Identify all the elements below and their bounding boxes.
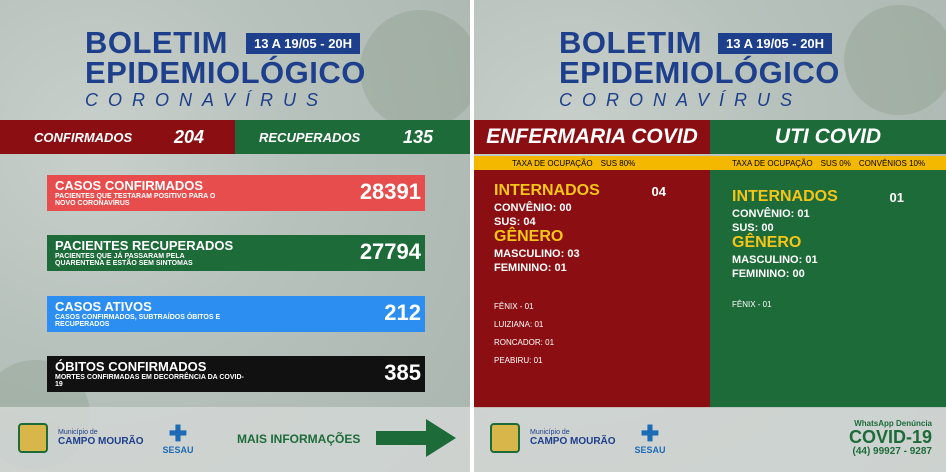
covid-label: COVID-19 bbox=[848, 427, 932, 447]
city-item: LUIZIANA: 01 bbox=[494, 320, 544, 329]
card-value: 27794 bbox=[359, 239, 421, 264]
card-subtitle: MORTES CONFIRMADAS EM DECORRÊNCIA DA COV… bbox=[55, 374, 244, 388]
enf-taxa-label: TAXA DE OCUPAÇÃO bbox=[512, 158, 593, 168]
title-block: BOLETIM EPIDEMIOLÓGICO CORONAVÍRUS bbox=[85, 25, 385, 111]
card-subtitle: CASOS CONFIRMADOS, SUBTRAÍDOS ÓBITOS E R… bbox=[55, 314, 221, 328]
uti-taxa-label: TAXA DE OCUPAÇÃO bbox=[732, 158, 813, 168]
masculino: MASCULINO: 03 bbox=[494, 248, 580, 260]
enfermaria-panel: INTERNADOS 04 CONVÊNIO: 00 SUS: 04 GÊNER… bbox=[474, 170, 710, 408]
cross-icon: ✚ bbox=[168, 421, 188, 446]
recuperados-bar: RECUPERADOS 135 bbox=[235, 120, 470, 154]
masculino: MASCULINO: 01 bbox=[732, 254, 818, 266]
title-boletim: BOLETIM bbox=[85, 25, 228, 60]
recuperados-label: RECUPERADOS bbox=[259, 129, 361, 145]
virus-bg bbox=[844, 5, 946, 115]
card-title: ÓBITOS CONFIRMADOS bbox=[55, 359, 207, 374]
uti-taxa: TAXA DE OCUPAÇÃO SUS 0% CONVÊNIOS 10% bbox=[710, 156, 946, 170]
enf-sus: SUS 80% bbox=[600, 158, 636, 168]
title-epidemiologico: EPIDEMIOLÓGICO bbox=[85, 55, 366, 90]
municipio-small: Município de bbox=[58, 429, 98, 436]
genero-label: GÊNERO bbox=[494, 228, 564, 245]
card-subtitle: PACIENTES QUE JÁ PASSARAM PELA QUARENTEN… bbox=[55, 253, 193, 267]
uti-panel: INTERNADOS 01 CONVÊNIO: 01 SUS: 00 GÊNER… bbox=[710, 170, 946, 408]
uti-title: UTI COVID bbox=[710, 120, 946, 154]
card-obitos-confirmados: ÓBITOS CONFIRMADOS MORTES CONFIRMADAS EM… bbox=[47, 356, 425, 392]
municipal-crest-icon bbox=[490, 423, 520, 453]
left-panel: BOLETIM EPIDEMIOLÓGICO CORONAVÍRUS 13 A … bbox=[0, 0, 470, 472]
uti-sus: SUS 0% bbox=[820, 158, 851, 168]
internados-value: 01 bbox=[889, 190, 904, 205]
card-value: 212 bbox=[384, 300, 421, 325]
cross-icon: ✚ bbox=[640, 421, 660, 446]
mais-informacoes-link[interactable]: MAIS INFORMAÇÕES bbox=[237, 432, 361, 446]
internados-value: 04 bbox=[651, 184, 666, 199]
confirmados-label: CONFIRMADOS bbox=[34, 129, 133, 145]
whatsapp-label: WhatsApp Denúncia bbox=[854, 419, 932, 428]
city-item: RONCADOR: 01 bbox=[494, 338, 555, 347]
title-block: BOLETIM EPIDEMIOLÓGICO CORONAVÍRUS bbox=[559, 25, 859, 111]
recuperados-value: 135 bbox=[403, 126, 434, 147]
municipio: Município de CAMPO MOURÃO bbox=[530, 429, 616, 447]
feminino: FEMININO: 01 bbox=[494, 262, 567, 274]
footer: Município de CAMPO MOURÃO ✚ SESAU WhatsA… bbox=[474, 407, 946, 472]
date-badge: 13 A 19/05 - 20H bbox=[718, 33, 833, 54]
enfermaria-title: ENFERMARIA COVID bbox=[474, 120, 710, 154]
municipio: Município de CAMPO MOURÃO bbox=[58, 429, 144, 447]
card-subtitle: PACIENTES QUE TESTARAM POSITIVO PARA O N… bbox=[55, 193, 216, 207]
card-value: 28391 bbox=[359, 179, 421, 204]
confirmados-bar: CONFIRMADOS 204 bbox=[0, 120, 235, 154]
date-badge: 13 A 19/05 - 20H bbox=[246, 33, 361, 54]
virus-bg bbox=[360, 10, 470, 130]
title-coronavirus: CORONAVÍRUS bbox=[559, 90, 803, 110]
convenio: CONVÊNIO: 01 bbox=[732, 208, 810, 220]
internados-label: INTERNADOS bbox=[732, 188, 838, 205]
genero-label: GÊNERO bbox=[732, 234, 802, 251]
sus: SUS: 00 bbox=[732, 222, 774, 234]
card-title: CASOS ATIVOS bbox=[55, 299, 152, 314]
card-title: CASOS CONFIRMADOS bbox=[55, 178, 204, 193]
card-title: PACIENTES RECUPERADOS bbox=[55, 238, 234, 253]
title-epidemiologico: EPIDEMIOLÓGICO bbox=[559, 55, 840, 90]
title-boletim: BOLETIM bbox=[559, 25, 702, 60]
right-panel: BOLETIM EPIDEMIOLÓGICO CORONAVÍRUS 13 A … bbox=[474, 0, 946, 472]
enfermaria-taxa: TAXA DE OCUPAÇÃO SUS 80% bbox=[474, 156, 710, 170]
city-item: PEABIRU: 01 bbox=[494, 356, 543, 365]
city-item: FÊNIX - 01 bbox=[732, 300, 772, 309]
sesau-logo: ✚ SESAU bbox=[160, 421, 196, 456]
sesau-label: SESAU bbox=[162, 445, 194, 455]
municipio-name: CAMPO MOURÃO bbox=[530, 436, 616, 447]
whatsapp-block: WhatsApp Denúncia COVID-19 (44) 99927 - … bbox=[849, 419, 932, 457]
municipio-name: CAMPO MOURÃO bbox=[58, 436, 144, 447]
card-casos-ativos: CASOS ATIVOS CASOS CONFIRMADOS, SUBTRAÍD… bbox=[47, 296, 425, 332]
municipio-small: Município de bbox=[530, 429, 570, 436]
sesau-logo: ✚ SESAU bbox=[632, 421, 668, 456]
arrow-right-icon bbox=[376, 419, 456, 457]
card-casos-confirmados: CASOS CONFIRMADOS PACIENTES QUE TESTARAM… bbox=[47, 175, 425, 211]
municipal-crest-icon bbox=[18, 423, 48, 453]
city-item: FÊNIX - 01 bbox=[494, 302, 534, 311]
feminino: FEMININO: 00 bbox=[732, 268, 805, 280]
title-coronavirus: CORONAVÍRUS bbox=[85, 90, 329, 110]
card-pacientes-recuperados: PACIENTES RECUPERADOS PACIENTES QUE JÁ P… bbox=[47, 235, 425, 271]
uti-convenios: CONVÊNIOS 10% bbox=[858, 158, 926, 168]
sus: SUS: 04 bbox=[494, 216, 536, 228]
card-value: 385 bbox=[384, 360, 421, 385]
confirmados-value: 204 bbox=[174, 126, 205, 147]
sesau-label: SESAU bbox=[634, 445, 666, 455]
footer: Município de CAMPO MOURÃO ✚ SESAU MAIS I… bbox=[0, 407, 470, 472]
phone-number[interactable]: (44) 99927 - 9287 bbox=[852, 446, 932, 457]
internados-label: INTERNADOS bbox=[494, 182, 600, 199]
convenio: CONVÊNIO: 00 bbox=[494, 202, 572, 214]
